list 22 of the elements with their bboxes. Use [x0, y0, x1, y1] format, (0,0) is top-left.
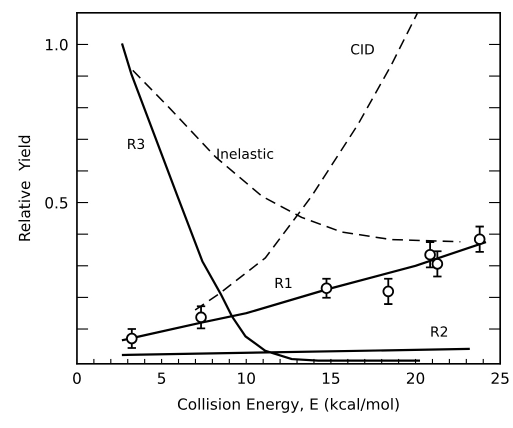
y-axis-title: Relative Yield [18, 136, 30, 241]
y-tick-label: 0.5 [45, 197, 68, 209]
x-tick-label: 25 [492, 372, 509, 384]
point [195, 312, 207, 324]
x-axis-title: Collision Energy, E (kcal/mol) [178, 398, 399, 413]
series-label: Inelastic [217, 148, 274, 159]
x-tick-label: 10 [238, 372, 255, 384]
series-label: CID [351, 44, 374, 55]
series-label: R1 [276, 278, 292, 288]
point [382, 286, 394, 298]
point [320, 282, 332, 294]
point [474, 233, 486, 245]
y-tick-label: 1.0 [46, 38, 68, 50]
x-tick-label: 15 [322, 372, 340, 384]
point [424, 248, 436, 260]
point [432, 258, 444, 270]
x-tick-label: 20 [406, 372, 424, 384]
series-label: R2 [431, 326, 448, 337]
point [126, 332, 138, 344]
x-tick-label: 5 [158, 372, 166, 384]
x-tick-label: 0 [73, 372, 81, 384]
series-label: R3 [128, 138, 144, 150]
